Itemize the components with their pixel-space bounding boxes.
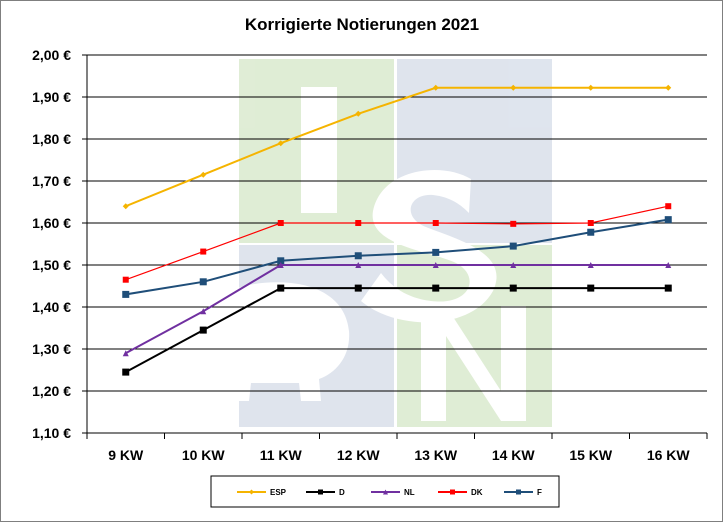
data-point <box>122 350 129 357</box>
data-point <box>383 489 388 495</box>
data-point <box>664 216 672 224</box>
isn-watermark-logo <box>200 59 552 427</box>
data-point <box>122 203 129 210</box>
data-point <box>354 252 362 260</box>
data-point <box>587 220 594 226</box>
data-point <box>665 262 672 268</box>
data-point <box>587 228 595 236</box>
legend-entry-f: F <box>504 488 542 497</box>
chart-title: Korrigierte Notierungen 2021 <box>245 15 479 34</box>
data-point <box>665 84 672 91</box>
watermark-block-s <box>397 59 552 243</box>
y-tick-label: 1,30 € <box>32 341 71 357</box>
legend-label: NL <box>404 488 415 497</box>
watermark-letter-i <box>301 87 337 213</box>
x-tick-label: 9 KW <box>108 447 144 463</box>
data-point <box>277 284 285 292</box>
data-point <box>355 220 362 226</box>
watermark-letter-n <box>421 306 526 421</box>
data-point <box>587 84 594 91</box>
legend-label: F <box>537 488 542 497</box>
axes: 1,10 € 1,20 € 1,30 € 1,40 € 1,50 € 1,60 € 1,70… <box>32 47 708 463</box>
series-line <box>125 205 669 281</box>
data-point <box>510 84 517 91</box>
x-tick-label: 11 KW <box>260 447 303 463</box>
y-tick-label: 1,40 € <box>32 299 71 315</box>
data-point <box>200 248 207 255</box>
data-point <box>249 489 254 495</box>
series-esp <box>122 84 672 210</box>
y-tick-label: 1,20 € <box>32 383 71 399</box>
y-tick-label: 1,70 € <box>32 173 71 189</box>
legend-entry-nl: NL <box>371 488 415 497</box>
data-point <box>516 489 521 495</box>
data-point <box>432 262 439 268</box>
data-point <box>510 220 517 227</box>
y-tick-label: 2,00 € <box>32 47 71 63</box>
series-f <box>122 216 672 298</box>
series-line <box>125 86 669 208</box>
series-d <box>122 284 672 376</box>
data-point <box>432 220 439 226</box>
legend-label: ESP <box>270 488 287 497</box>
y-tick-label: 1,80 € <box>32 131 71 147</box>
y-tick-label: 1,60 € <box>32 215 71 231</box>
legend-entry-esp: ESP <box>237 488 287 497</box>
data-point <box>122 290 130 298</box>
x-tick-label: 10 KW <box>182 447 226 463</box>
series-nl <box>122 262 672 357</box>
data-point <box>277 257 285 265</box>
data-point <box>509 284 517 292</box>
legend: ESP D NL DK F <box>210 475 560 508</box>
data-point <box>277 220 284 226</box>
legend-label: D <box>339 488 345 497</box>
data-point <box>432 84 439 91</box>
data-point <box>318 489 323 495</box>
data-point <box>450 489 455 495</box>
data-point <box>432 284 440 292</box>
series-line <box>125 218 669 296</box>
data-point <box>665 203 672 210</box>
data-point <box>587 262 594 268</box>
data-point <box>664 284 672 292</box>
data-series <box>122 84 672 376</box>
data-point <box>200 308 207 315</box>
x-tick-label: 15 KW <box>569 447 613 463</box>
data-point <box>199 326 207 334</box>
data-point <box>199 278 207 286</box>
data-point <box>277 140 284 147</box>
y-tick-label: 1,50 € <box>32 257 71 273</box>
data-point <box>354 284 362 292</box>
x-tick-label: 13 KW <box>414 447 458 463</box>
x-tick-label: 14 KW <box>492 447 536 463</box>
x-tick-label: 16 KW <box>647 447 691 463</box>
legend-entry-d: D <box>306 488 345 497</box>
data-point <box>432 248 440 256</box>
data-point <box>200 171 207 178</box>
x-tick-label: 12 KW <box>337 447 381 463</box>
legend-label: DK <box>471 488 483 497</box>
data-point <box>509 242 517 250</box>
data-point <box>355 110 362 117</box>
legend-entry-dk: DK <box>438 488 483 497</box>
series-line <box>125 287 669 373</box>
data-point <box>122 368 130 376</box>
y-tick-label: 1,10 € <box>32 425 71 441</box>
watermark-letter-s <box>361 169 497 323</box>
y-tick-label: 1,90 € <box>32 89 71 105</box>
data-point <box>122 276 129 283</box>
data-point <box>355 262 362 268</box>
series-dk <box>122 203 672 283</box>
data-point <box>510 262 517 268</box>
series-line <box>125 264 669 355</box>
data-point <box>277 262 284 268</box>
data-point <box>587 284 595 292</box>
